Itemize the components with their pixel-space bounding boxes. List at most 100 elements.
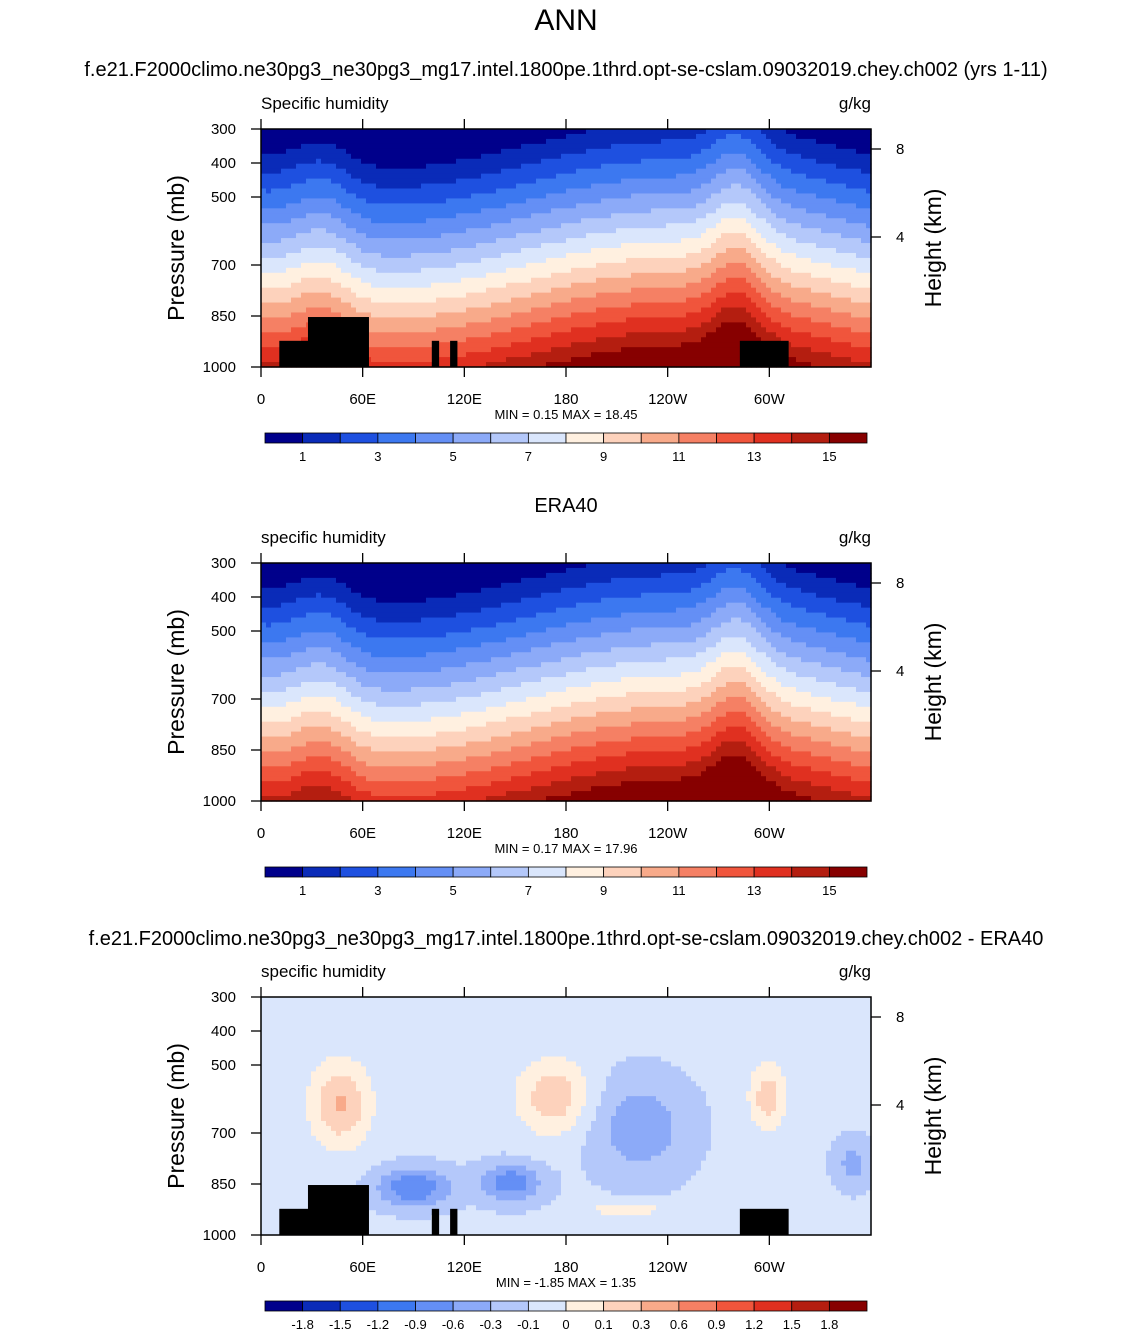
field-cell — [271, 262, 277, 269]
field-cell — [491, 312, 497, 319]
field-cell — [391, 238, 397, 244]
field-cell — [351, 208, 357, 214]
field-cell — [281, 243, 287, 249]
field-cell — [516, 188, 522, 195]
field-cell — [281, 248, 287, 254]
field-cell — [741, 233, 747, 239]
field-cell — [376, 138, 382, 145]
field-cell — [366, 138, 372, 145]
field-cell — [661, 158, 667, 165]
field-cell — [711, 262, 717, 269]
field-cell — [406, 188, 412, 195]
field-cell — [271, 332, 277, 338]
field-cell — [491, 198, 497, 204]
field-cell — [496, 257, 502, 264]
field-cell — [666, 317, 672, 323]
field-cell — [591, 257, 597, 264]
field-cell — [351, 287, 357, 294]
field-cell — [351, 178, 357, 185]
field-cell — [596, 218, 602, 224]
field-cell — [541, 178, 547, 185]
field-cell — [346, 203, 352, 209]
field-cell — [731, 257, 737, 264]
field-cell — [346, 272, 352, 279]
field-cell — [501, 252, 507, 259]
field-cell — [291, 272, 297, 279]
field-cell — [736, 342, 742, 348]
field-cell — [756, 312, 762, 319]
field-cell — [301, 178, 307, 185]
field-cell — [481, 272, 487, 279]
field-cell — [396, 337, 402, 343]
field-cell — [331, 243, 337, 249]
field-cell — [261, 178, 267, 185]
field-cell — [626, 188, 632, 195]
field-cell — [326, 312, 332, 319]
field-cell — [496, 322, 502, 328]
field-cell — [751, 257, 757, 264]
field-cell — [436, 153, 442, 160]
field-cell — [776, 188, 782, 195]
field-cell — [571, 287, 577, 294]
field-cell — [631, 287, 637, 294]
field-cell — [766, 129, 772, 135]
field-cell — [721, 297, 727, 304]
field-cell — [281, 223, 287, 229]
field-cell — [286, 213, 292, 219]
field-cell — [691, 233, 697, 239]
field-cell — [696, 208, 702, 214]
field-cell — [651, 317, 657, 323]
field-cell — [701, 173, 707, 180]
field-cell — [776, 277, 782, 284]
field-cell — [691, 302, 697, 309]
field-cell — [541, 282, 547, 289]
field-cell — [461, 282, 467, 289]
field-cell — [641, 332, 647, 338]
field-cell — [406, 277, 412, 284]
field-cell — [536, 252, 542, 259]
field-cell — [621, 238, 627, 244]
field-cell — [441, 312, 447, 319]
field-cell — [331, 178, 337, 185]
field-cell — [506, 218, 512, 224]
field-cell — [586, 347, 592, 353]
field-cell — [401, 297, 407, 304]
field-cell — [761, 208, 767, 214]
field-cell — [261, 302, 267, 309]
field-cell — [736, 178, 742, 185]
field-cell — [776, 337, 782, 343]
field-cell — [326, 297, 332, 304]
field-cell — [331, 272, 337, 279]
field-cell — [286, 138, 292, 145]
field-cell — [391, 173, 397, 180]
field-cell — [721, 322, 727, 328]
field-cell — [336, 163, 342, 170]
field-cell — [556, 203, 562, 209]
field-cell — [351, 188, 357, 195]
field-cell — [641, 322, 647, 328]
field-cell — [696, 198, 702, 204]
field-cell — [736, 272, 742, 279]
field-cell — [441, 188, 447, 195]
field-cell — [261, 362, 267, 368]
field-cell — [531, 243, 537, 249]
field-cell — [656, 337, 662, 343]
field-cell — [606, 133, 612, 140]
field-cell — [341, 158, 347, 165]
field-cell — [271, 297, 277, 304]
field-cell — [506, 208, 512, 214]
field-cell — [271, 218, 277, 224]
field-cell — [526, 327, 532, 333]
field-cell — [491, 133, 497, 140]
field-cell — [366, 188, 372, 195]
field-cell — [501, 203, 507, 209]
field-cell — [616, 307, 622, 314]
field-cell — [521, 257, 527, 264]
field-cell — [741, 287, 747, 294]
field-cell — [406, 322, 412, 328]
field-cell — [396, 193, 402, 200]
field-cell — [371, 143, 377, 150]
field-cell — [661, 173, 667, 180]
field-cell — [496, 188, 502, 195]
field-cell — [481, 163, 487, 170]
